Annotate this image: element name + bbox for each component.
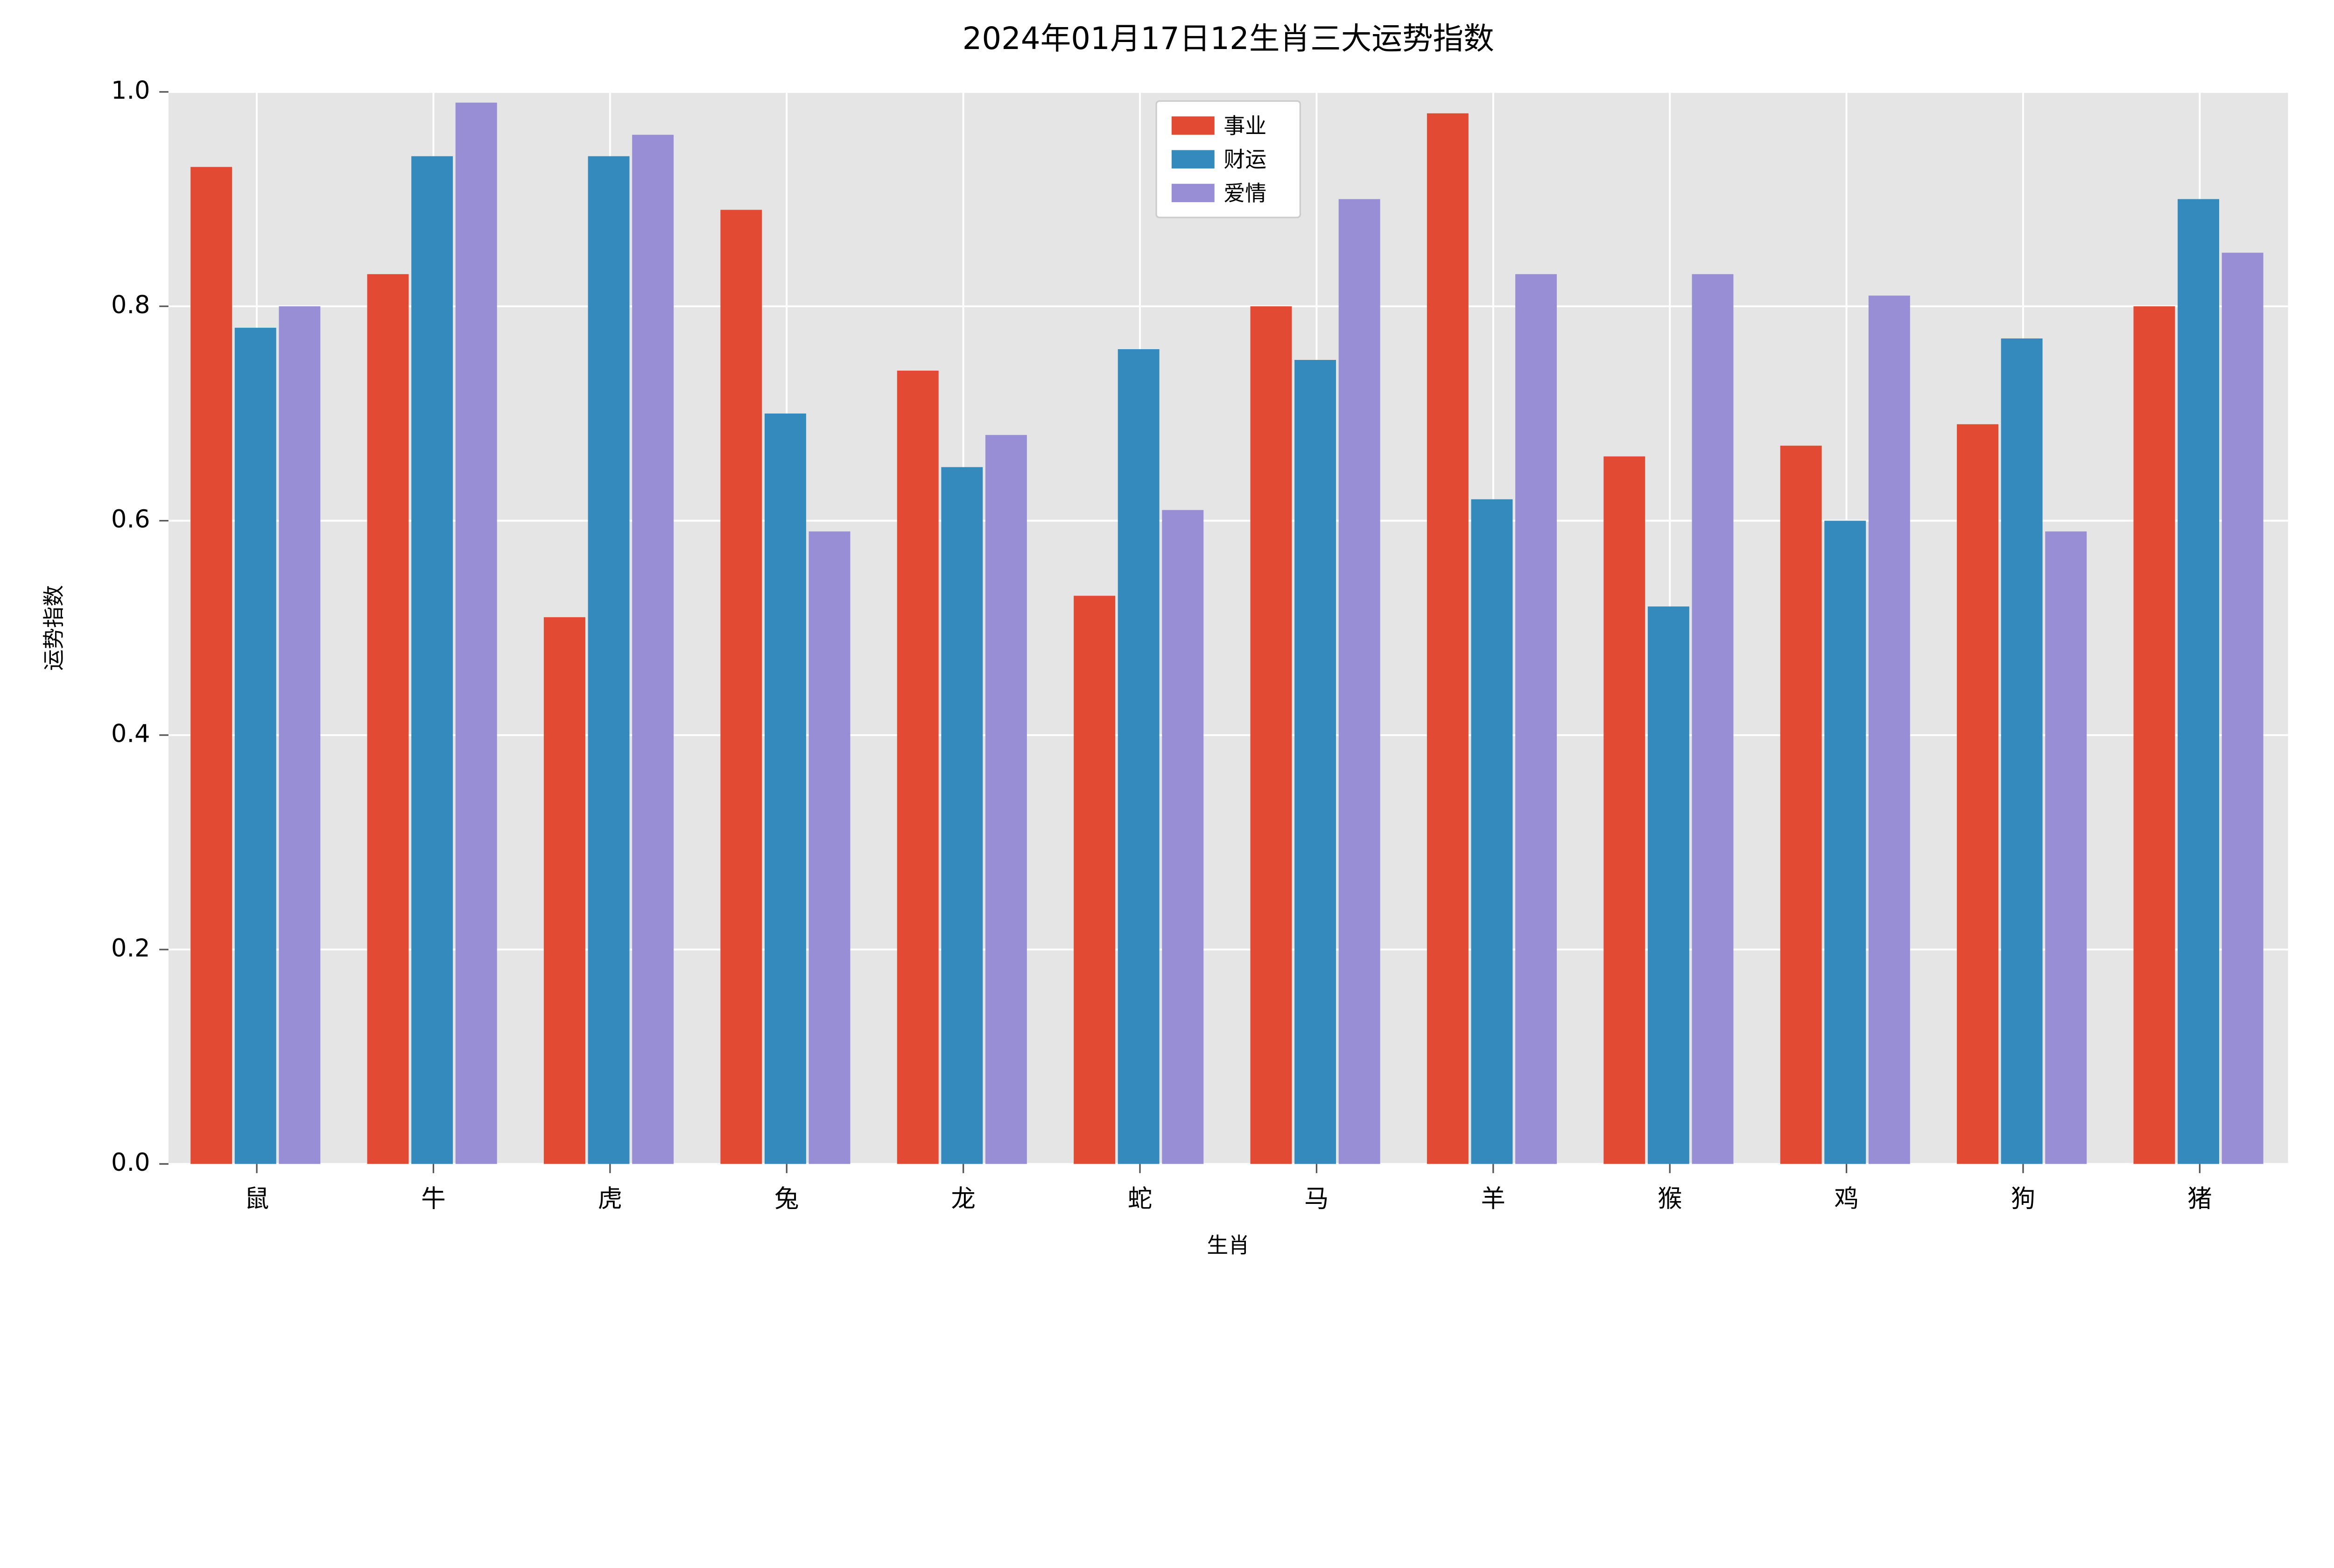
bar-财运 (765, 414, 806, 1164)
bar-财运 (2001, 338, 2043, 1164)
bar-事业 (1427, 113, 1469, 1164)
bar-事业 (1603, 457, 1645, 1164)
xtick-label: 兔 (774, 1184, 799, 1213)
xtick-label: 虎 (598, 1184, 622, 1213)
ytick-label: 0.2 (111, 934, 150, 963)
xtick-label: 鼠 (245, 1184, 269, 1213)
bar-财运 (2178, 199, 2219, 1164)
bar-事业 (1074, 596, 1115, 1164)
legend: 事业财运爱情 (1156, 101, 1300, 218)
bar-事业 (2133, 306, 2175, 1164)
bar-财运 (588, 156, 630, 1164)
legend-swatch (1172, 116, 1215, 134)
bar-爱情 (809, 531, 851, 1164)
bar-财运 (235, 328, 276, 1164)
bar-爱情 (2045, 531, 2087, 1164)
bar-爱情 (456, 103, 497, 1164)
bar-财运 (1471, 499, 1513, 1164)
bar-财运 (941, 467, 983, 1164)
bar-事业 (1780, 446, 1822, 1164)
xtick-label: 鸡 (1834, 1184, 1858, 1213)
ytick-label: 0.0 (111, 1148, 150, 1177)
bar-爱情 (985, 435, 1027, 1164)
bar-事业 (1251, 306, 1292, 1164)
y-axis-label: 运势指数 (41, 585, 66, 671)
ytick-label: 0.4 (111, 719, 150, 748)
xtick-label: 马 (1304, 1184, 1329, 1213)
legend-swatch (1172, 184, 1215, 202)
ytick-label: 0.6 (111, 505, 150, 534)
legend-swatch (1172, 150, 1215, 169)
bar-爱情 (1515, 274, 1557, 1164)
bar-财运 (1294, 360, 1336, 1164)
chart-title: 2024年01月17日12生肖三大运势指数 (963, 21, 1494, 56)
x-axis-label: 生肖 (1207, 1233, 1250, 1258)
xtick-label: 龙 (951, 1184, 975, 1213)
bar-财运 (411, 156, 453, 1164)
bar-爱情 (632, 135, 674, 1164)
bar-事业 (720, 210, 762, 1164)
bar-财运 (1824, 520, 1866, 1164)
bar-事业 (190, 167, 232, 1164)
chart-container: 0.0 0.2 0.4 0.6 0.8 1.0 鼠 牛 虎 兔 龙 蛇 马 羊 猴 鸡 狗 猪 运势指数生肖 2024… (0, 0, 2334, 1287)
bar-财运 (1648, 606, 1689, 1164)
bar-爱情 (1339, 199, 1380, 1164)
xtick-label: 猴 (1658, 1184, 1682, 1213)
bar-事业 (897, 371, 939, 1164)
xtick-label: 猪 (2187, 1184, 2212, 1213)
bar-爱情 (1162, 510, 1203, 1164)
legend-label: 事业 (1223, 113, 1266, 138)
ytick-label: 1.0 (111, 76, 150, 105)
bar-爱情 (1692, 274, 1734, 1164)
ytick-label: 0.8 (111, 291, 150, 319)
xtick-label: 牛 (421, 1184, 445, 1213)
bar-事业 (544, 617, 585, 1164)
bar-爱情 (2222, 253, 2264, 1164)
legend-label: 财运 (1223, 147, 1266, 172)
xtick-label: 狗 (2011, 1184, 2035, 1213)
legend-label: 爱情 (1223, 181, 1266, 206)
bar-爱情 (1869, 295, 1910, 1164)
bar-财运 (1118, 349, 1160, 1164)
bar-事业 (1957, 424, 1998, 1164)
xtick-label: 蛇 (1128, 1184, 1152, 1213)
bar-爱情 (279, 306, 320, 1164)
bar-事业 (367, 274, 409, 1164)
xtick-label: 羊 (1481, 1184, 1505, 1213)
fortune-bar-chart: 0.0 0.2 0.4 0.6 0.8 1.0 鼠 牛 虎 兔 龙 蛇 马 羊 猴 鸡 狗 猪 运势指数生肖 2024… (0, 0, 2334, 1287)
